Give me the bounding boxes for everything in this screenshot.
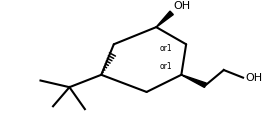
Polygon shape	[181, 75, 206, 88]
Polygon shape	[156, 11, 173, 27]
Text: OH: OH	[245, 73, 262, 83]
Text: OH: OH	[174, 1, 191, 11]
Text: or1: or1	[159, 44, 172, 53]
Text: or1: or1	[159, 62, 172, 71]
